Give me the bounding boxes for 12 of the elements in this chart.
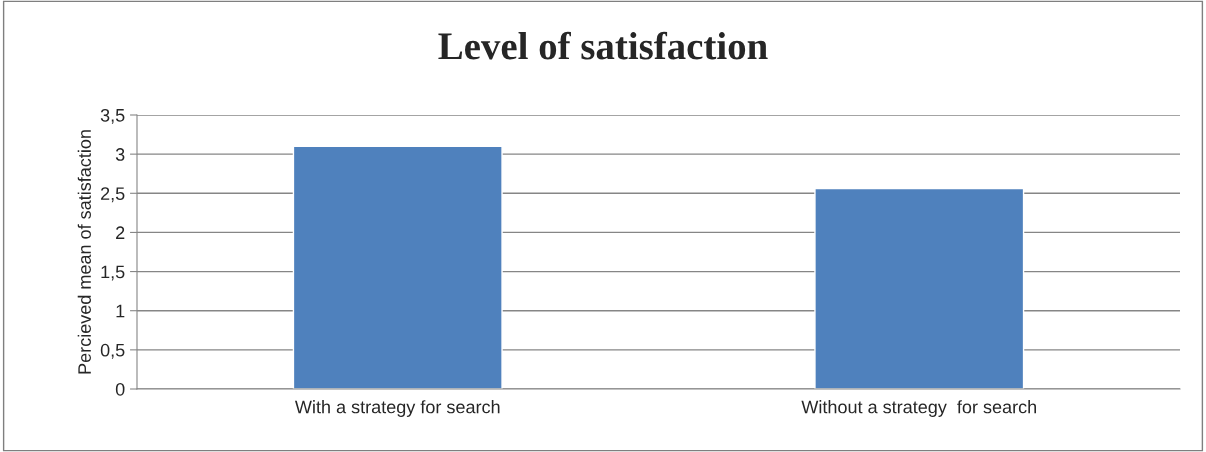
y-tick-label: 3 xyxy=(115,148,125,161)
x-tick-label: Without a strategy for search xyxy=(801,400,1036,417)
y-tick-label: 3,5 xyxy=(100,108,125,124)
y-tick-label: 1,5 xyxy=(101,265,125,281)
y-tick-label: 1 xyxy=(116,304,125,318)
y-tick-label: 0,5 xyxy=(100,343,125,359)
x-tick-label: With a strategy for search xyxy=(294,400,500,417)
y-tick-label: 2,5 xyxy=(101,187,125,203)
y-axis-title: Percieved mean of satisfaction xyxy=(77,130,91,374)
y-tick-label: 0 xyxy=(115,382,125,396)
chart-title: Level of satisfaction xyxy=(438,31,768,60)
y-tick-label: 2 xyxy=(116,226,125,239)
